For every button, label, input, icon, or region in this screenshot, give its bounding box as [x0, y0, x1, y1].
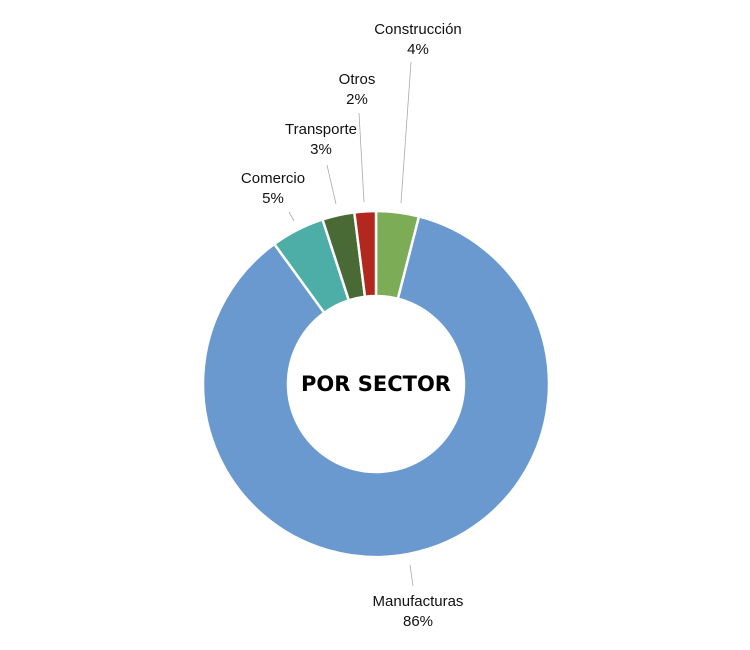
leader-line-construccion: [400, 61, 412, 204]
leader-line-transporte: [326, 164, 337, 205]
label-transporte: Transporte 3%: [285, 120, 357, 160]
label-name: Otros: [338, 71, 376, 88]
leader-line-otros: [358, 112, 365, 203]
label-name: Manufacturas: [372, 593, 464, 610]
slice-manufacturas: [201, 214, 551, 559]
label-value: 2%: [346, 91, 368, 108]
label-value: 5%: [262, 190, 284, 207]
label-name: Transporte: [285, 121, 357, 138]
slice-otros: [352, 209, 378, 299]
label-name: Comercio: [240, 170, 306, 187]
leader-line-manufacturas: [409, 564, 414, 587]
label-name: Construcción: [374, 21, 462, 38]
chart-title: POR SECTOR: [301, 372, 451, 396]
label-comercio: Comercio 5%: [241, 169, 305, 209]
label-construccion: Construcción 4%: [374, 20, 462, 60]
label-otros: Otros 2%: [339, 70, 376, 110]
label-value: 3%: [310, 141, 332, 158]
label-value: 86%: [402, 613, 434, 630]
label-value: 4%: [407, 41, 429, 58]
leader-line-comercio: [288, 211, 295, 222]
label-manufacturas: Manufacturas 86%: [373, 592, 464, 632]
